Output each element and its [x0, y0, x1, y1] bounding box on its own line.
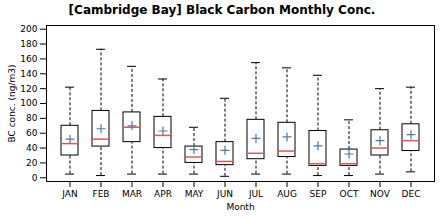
svg-text:DEC: DEC — [402, 189, 421, 199]
svg-text:APR: APR — [154, 189, 172, 199]
svg-text:OCT: OCT — [340, 189, 359, 199]
svg-text:JUL: JUL — [248, 189, 263, 199]
svg-text:40: 40 — [26, 143, 38, 153]
svg-text:SEP: SEP — [310, 189, 327, 199]
svg-text:200: 200 — [20, 24, 37, 34]
svg-text:JAN: JAN — [61, 189, 77, 199]
svg-text:60: 60 — [26, 128, 38, 138]
svg-text:180: 180 — [20, 39, 37, 49]
svg-text:100: 100 — [20, 98, 37, 108]
svg-text:160: 160 — [20, 54, 37, 64]
svg-text:80: 80 — [26, 113, 38, 123]
svg-text:NOV: NOV — [370, 189, 391, 199]
svg-text:MAY: MAY — [185, 189, 204, 199]
html-text:[Cambridge Bay] Black Carbon M: [Cambridge Bay] Black Carbon Monthly Con… — [68, 3, 376, 17]
svg-text:140: 140 — [20, 69, 37, 79]
svg-text:20: 20 — [26, 158, 38, 168]
svg-text:JUN: JUN — [216, 189, 233, 199]
svg-text:AUG: AUG — [277, 189, 297, 199]
svg-text:BC conc. (ng/m3): BC conc. (ng/m3) — [7, 65, 17, 143]
svg-text:FEB: FEB — [92, 189, 109, 199]
svg-text:Month: Month — [226, 202, 254, 212]
svg-text:0: 0 — [32, 173, 38, 183]
svg-text:120: 120 — [20, 84, 37, 94]
svg-text:MAR: MAR — [122, 189, 142, 199]
